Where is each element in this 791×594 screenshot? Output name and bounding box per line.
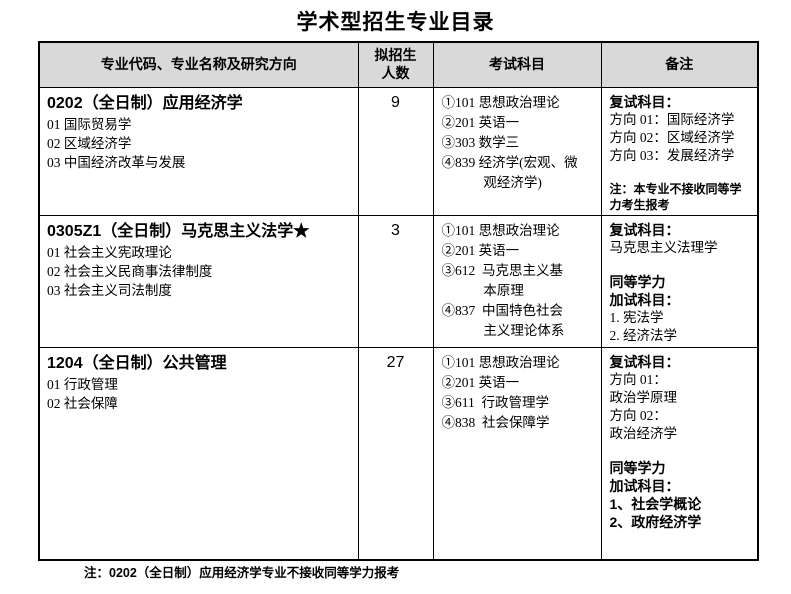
quota-cell: 27	[357, 346, 434, 561]
remark-bold: 2、政府经济学	[609, 513, 702, 530]
subjects-cell: ①101 思想政治理论 ②201 英语一 ③303 数学三 ④839 经济学(宏观、微…	[432, 86, 602, 216]
remark-normal: 马克思主义法理学	[609, 239, 718, 255]
research-direction: 03 社会主义司法制度	[47, 282, 172, 298]
exam-subject: ①101 思想政治理论	[441, 222, 560, 238]
header-subjects-column: 考试科目	[432, 41, 602, 88]
admissions-catalog-table: 专业代码、专业名称及研究方向 拟招生 人数 考试科目 备注 0202（全日制）应…	[38, 41, 759, 561]
remarks-cell: 复试科目： 方向 01：国际经济学 方向 02：区域经济学 方向 03：发展经济学注：…	[600, 86, 759, 216]
table-row: 0202（全日制）应用经济学 01 国际贸易学 02 区域经济学 03 中国经济改革与…	[38, 86, 759, 216]
remarks-cell: 复试科目： 方向 01： 政治学原理方向 02： 政治经济学同等学力 加试科目： 1、社会…	[600, 346, 759, 561]
research-direction: 01 国际贸易学	[47, 116, 132, 132]
program-title: 0305Z1（全日制）马克思主义法学★	[47, 222, 310, 240]
header-remarks-column: 备注	[600, 41, 759, 88]
header-row: 专业代码、专业名称及研究方向 拟招生 人数 考试科目 备注	[38, 41, 759, 88]
remark-normal: 政治学原理	[609, 389, 678, 405]
remark-bold: 1、社会学概论	[609, 495, 702, 512]
program-title: 0202（全日制）应用经济学	[47, 94, 243, 112]
exam-subject: ①101 思想政治理论	[441, 94, 560, 110]
remark-bold: 复试科目：	[609, 93, 680, 110]
program-cell: 0305Z1（全日制）马克思主义法学★ 01 社会主义宪政理论 02 社会主义民商事…	[38, 214, 359, 348]
quota-cell: 3	[357, 214, 434, 348]
remark-bold: 复试科目：	[609, 353, 680, 370]
remark-bold: 复试科目：	[609, 221, 680, 238]
exam-subject: ④838 社会保障学	[441, 414, 550, 430]
table-header: 专业代码、专业名称及研究方向 拟招生 人数 考试科目 备注	[38, 41, 759, 88]
page-title: 学术型招生专业目录	[296, 11, 495, 34]
exam-subject: ②201 英语一	[441, 374, 520, 390]
remark-bold: 同等学力	[609, 459, 666, 476]
remark-bold: 加试科目：	[609, 291, 680, 308]
header-program-column: 专业代码、专业名称及研究方向	[38, 41, 359, 88]
header-quota-column: 拟招生 人数	[357, 41, 434, 88]
remark-normal: 2. 经济法学	[609, 327, 678, 343]
remark-normal: 方向 01：	[609, 371, 667, 387]
table-row: 0305Z1（全日制）马克思主义法学★ 01 社会主义宪政理论 02 社会主义民商事…	[38, 214, 759, 348]
exam-subject: ③303 数学三	[441, 134, 520, 150]
remarks-cell: 复试科目： 马克思主义法理学 同等学力 加试科目： 1. 宪法学 2. 经济法学	[600, 214, 759, 348]
remark-normal: 方向 03：发展经济学	[609, 147, 735, 163]
exam-subject: ②201 英语一	[441, 242, 520, 258]
remark-normal: 1. 宪法学	[609, 309, 664, 325]
exam-subject: ①101 思想政治理论	[441, 354, 560, 370]
table-row: 1204（全日制）公共管理 01 行政管理 02 社会保障 27 ①101 思想政治理论…	[38, 346, 759, 561]
exam-subject: ②201 英语一	[441, 114, 520, 130]
remark-normal: 方向 02：区域经济学	[609, 129, 735, 145]
remark-spacer	[610, 257, 754, 273]
footnote: 注：0202（全日制）应用经济学专业不接收同等学力报考	[84, 566, 400, 580]
subjects-cell: ①101 思想政治理论 ②201 英语一 ③611 行政管理学 ④838 社会保障学	[432, 346, 602, 561]
research-direction: 02 区域经济学	[47, 135, 132, 151]
exam-subject: ③611 行政管理学	[441, 394, 550, 410]
subjects-cell: ①101 思想政治理论 ②201 英语一 ③612 马克思主义基 本原理 ④837 中…	[432, 214, 602, 348]
table-body: 0202（全日制）应用经济学 01 国际贸易学 02 区域经济学 03 中国经济改革与…	[38, 86, 759, 561]
remark-bold: 加试科目：	[609, 477, 680, 494]
remark-normal: 方向 01：国际经济学	[609, 111, 735, 127]
exam-subject: ④837 中国特色社会 主义理论体系	[441, 302, 565, 338]
program-cell: 0202（全日制）应用经济学 01 国际贸易学 02 区域经济学 03 中国经济改革与…	[38, 86, 359, 216]
research-direction: 01 社会主义宪政理论	[47, 244, 172, 260]
research-direction: 01 行政管理	[47, 376, 118, 392]
remark-note: 注：本专业不接收同等学力考生报考	[609, 181, 742, 212]
quota-cell: 9	[357, 86, 434, 216]
remark-spacer	[610, 165, 754, 181]
remark-normal: 政治经济学	[609, 425, 678, 441]
research-direction: 02 社会主义民商事法律制度	[47, 263, 213, 279]
remark-normal: 方向 02：	[609, 407, 667, 423]
research-direction: 02 社会保障	[47, 395, 118, 411]
program-cell: 1204（全日制）公共管理 01 行政管理 02 社会保障	[38, 346, 359, 561]
remark-spacer	[610, 443, 754, 459]
exam-subject: ③612 马克思主义基 本原理	[441, 262, 564, 298]
exam-subject: ④839 经济学(宏观、微 观经济学)	[441, 154, 578, 190]
program-title: 1204（全日制）公共管理	[47, 354, 227, 372]
remark-bold: 同等学力	[609, 273, 666, 290]
research-direction: 03 中国经济改革与发展	[47, 154, 186, 170]
